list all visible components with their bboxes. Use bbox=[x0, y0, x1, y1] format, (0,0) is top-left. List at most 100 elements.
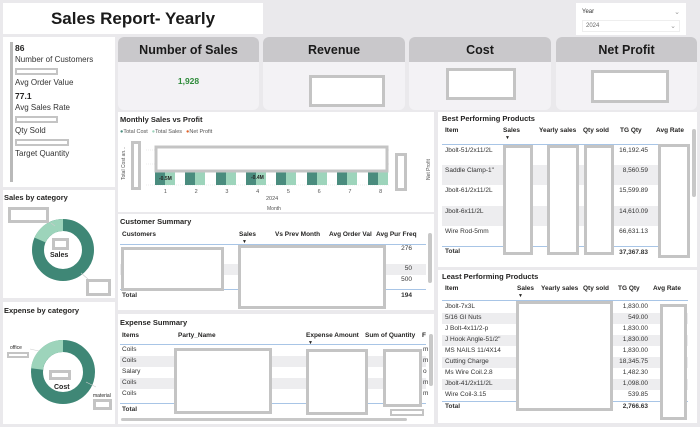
legend-total-sales[interactable]: ●Total Sales bbox=[151, 129, 183, 135]
tg-cell: 1,830.00 bbox=[622, 303, 648, 310]
col-qty-sold[interactable]: Qty sold bbox=[583, 127, 610, 134]
col-f[interactable]: F bbox=[422, 332, 426, 339]
tg-cell: 66,631.13 bbox=[619, 228, 648, 235]
item-cell: 5/16 GI Nuts bbox=[445, 314, 482, 321]
customer-summary-table: Customer Summary Customers Sales ▼ Vs Pr… bbox=[118, 214, 434, 310]
scrollbar-horizontal[interactable] bbox=[121, 418, 407, 421]
year-dropdown[interactable]: 2024 ⌄ bbox=[582, 20, 680, 32]
col-avg-pur-freq[interactable]: Avg Pur Freq bbox=[376, 231, 417, 238]
item-cell: Cutting Charge bbox=[445, 358, 489, 365]
tg-cell: 1,830.00 bbox=[622, 336, 648, 343]
header-divider bbox=[120, 344, 426, 345]
redacted-amounts bbox=[306, 349, 368, 415]
redacted-customers bbox=[121, 247, 224, 291]
chart-legend: ●Total Cost ●Total Sales ●Net Profit bbox=[120, 129, 212, 135]
item-cell: Ms Wire Coil.2.8 bbox=[445, 369, 493, 376]
col-item[interactable]: Item bbox=[445, 127, 459, 134]
total-label: Total bbox=[445, 248, 461, 255]
col-sum-of-quantity[interactable]: Sum of Quantity bbox=[365, 332, 416, 339]
tg-cell: 539.85 bbox=[628, 391, 648, 398]
item-cell: Coils bbox=[122, 346, 137, 353]
year-slicer[interactable]: Year ⌄ 2024 ⌄ bbox=[576, 3, 686, 35]
redacted-y-axis bbox=[395, 153, 407, 191]
year-slicer-header[interactable]: Year ⌄ bbox=[582, 6, 680, 18]
kpi-revenue: Revenue bbox=[263, 37, 405, 110]
total-divider bbox=[120, 403, 426, 404]
item-cell: Salary bbox=[122, 368, 141, 375]
scrollbar-vertical[interactable] bbox=[429, 334, 433, 386]
page-title: Sales Report- Yearly bbox=[3, 3, 263, 34]
col-party-name[interactable]: Party_Name bbox=[178, 332, 216, 339]
tg-cell: 8,560.59 bbox=[622, 167, 648, 174]
customers-label: Number of Customers bbox=[15, 55, 94, 64]
sort-desc-icon[interactable]: ▼ bbox=[518, 293, 523, 299]
redacted-y-axis bbox=[131, 141, 141, 190]
redacted-value bbox=[15, 116, 58, 123]
col-vs-prev-month[interactable]: Vs Prev Month bbox=[275, 231, 321, 238]
redacted-label bbox=[86, 279, 111, 296]
sales-by-category-chart: Sales by category Sales bbox=[3, 190, 115, 298]
col-tg-qty[interactable]: TG Qty bbox=[618, 285, 640, 292]
donut-chart[interactable] bbox=[3, 190, 115, 298]
f-cell: m bbox=[423, 390, 429, 397]
col-sales[interactable]: Sales bbox=[517, 285, 534, 292]
f-cell: m bbox=[423, 357, 429, 364]
rate-label: Avg Sales Rate bbox=[15, 103, 70, 112]
redacted-label bbox=[8, 207, 49, 223]
col-avg-rate[interactable]: Avg Rate bbox=[653, 285, 681, 292]
qty-label: Qty Sold bbox=[15, 126, 46, 135]
chevron-down-icon[interactable]: ⌄ bbox=[674, 9, 680, 16]
legend-net-profit[interactable]: ●Net Profit bbox=[186, 129, 213, 135]
redacted-value bbox=[15, 139, 69, 146]
legend-total-cost[interactable]: ●Total Cost bbox=[120, 129, 148, 135]
col-qty-sold[interactable]: Qty sold bbox=[583, 285, 610, 292]
col-yearly-sales[interactable]: Yearly sales bbox=[539, 127, 577, 134]
tg-cell: 1,482.30 bbox=[622, 369, 648, 376]
col-tg-qty[interactable]: TG Qty bbox=[620, 127, 642, 134]
item-cell: Saddle Clamp-1" bbox=[445, 167, 494, 174]
col-sales[interactable]: Sales bbox=[239, 231, 256, 238]
bar-chart-plot[interactable] bbox=[118, 112, 434, 212]
col-avg-order-val[interactable]: Avg Order Val bbox=[329, 231, 372, 238]
scrollbar[interactable] bbox=[428, 233, 432, 283]
donut-chart[interactable] bbox=[3, 302, 115, 424]
redacted-avg-rate bbox=[658, 144, 690, 258]
sort-desc-icon[interactable]: ▼ bbox=[242, 239, 247, 245]
redacted-yearly-sales bbox=[547, 145, 579, 255]
kpi-label: Number of Sales bbox=[118, 37, 259, 62]
col-customers[interactable]: Customers bbox=[122, 231, 156, 238]
item-cell: Coils bbox=[122, 390, 137, 397]
tg-cell: 1,830.00 bbox=[622, 325, 648, 332]
data-label-month-1: -0.5M bbox=[159, 176, 172, 182]
f-cell: m bbox=[423, 379, 429, 386]
col-sales[interactable]: Sales bbox=[503, 127, 520, 134]
kpi-label: Net Profit bbox=[556, 37, 697, 62]
redacted-party-names bbox=[174, 348, 272, 414]
col-yearly-sales[interactable]: Yearly sales bbox=[541, 285, 579, 292]
redacted-value bbox=[591, 70, 669, 103]
donut-center-label: Cost bbox=[54, 384, 70, 391]
chart-title: Expense by category bbox=[4, 306, 80, 315]
sort-desc-icon[interactable]: ▼ bbox=[308, 340, 313, 346]
item-cell: Jbolt-6x11/2L bbox=[445, 208, 484, 215]
col-item[interactable]: Item bbox=[445, 285, 459, 292]
col-items[interactable]: Items bbox=[122, 332, 139, 339]
total-label: Total bbox=[445, 403, 461, 410]
tg-cell: 18,345.75 bbox=[619, 358, 648, 365]
redacted-quantities bbox=[383, 349, 422, 407]
redacted-sales bbox=[503, 145, 533, 255]
item-cell: Wire Rod-5mm bbox=[445, 228, 489, 235]
row-stripe bbox=[120, 356, 426, 367]
chevron-down-icon[interactable]: ⌄ bbox=[670, 23, 676, 30]
col-avg-rate[interactable]: Avg Rate bbox=[656, 127, 684, 134]
sort-desc-icon[interactable]: ▼ bbox=[505, 135, 510, 141]
donut-center-label: Sales bbox=[50, 252, 69, 259]
header-divider bbox=[442, 144, 688, 145]
tg-cell: 1,830.00 bbox=[622, 347, 648, 354]
scrollbar[interactable] bbox=[692, 129, 696, 197]
col-expense-amount[interactable]: Expense Amount bbox=[306, 332, 359, 339]
rate-value: 77.1 bbox=[15, 91, 32, 101]
expense-by-category-chart: Expense by category office Cost material bbox=[3, 302, 115, 424]
table-title: Least Performing Products bbox=[442, 272, 539, 281]
